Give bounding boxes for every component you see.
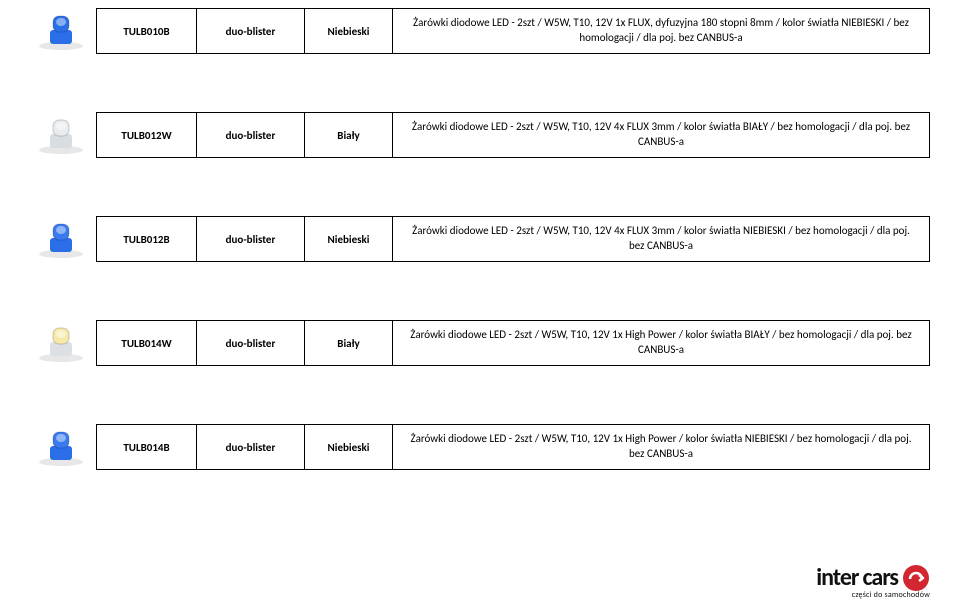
cell-description: Żarówki diodowe LED - 2szt / W5W, T10, 1… [393, 9, 929, 53]
product-thumbnail [30, 8, 92, 54]
cell-description: Żarówki diodowe LED - 2szt / W5W, T10, 1… [393, 217, 929, 261]
cell-pack: duo-blister [197, 217, 305, 261]
product-row: TULB014W duo-blister Biały Żarówki diodo… [30, 320, 930, 366]
cell-code: TULB014B [97, 425, 197, 469]
cell-color: Biały [305, 321, 393, 365]
product-table: TULB014B duo-blister Niebieski Żarówki d… [96, 424, 930, 470]
product-table: TULB010B duo-blister Niebieski Żarówki d… [96, 8, 930, 54]
product-thumbnail [30, 216, 92, 262]
product-row: TULB010B duo-blister Niebieski Żarówki d… [30, 8, 930, 54]
logo-word-inter: inter [816, 563, 858, 592]
product-thumbnail [30, 112, 92, 158]
logo-word-cars: cars [862, 563, 898, 592]
cell-color: Niebieski [305, 425, 393, 469]
cell-color: Biały [305, 113, 393, 157]
cell-code: TULB014W [97, 321, 197, 365]
logo-badge-icon [902, 564, 930, 592]
cell-pack: duo-blister [197, 9, 305, 53]
cell-description: Żarówki diodowe LED - 2szt / W5W, T10, 1… [393, 321, 929, 365]
cell-description: Żarówki diodowe LED - 2szt / W5W, T10, 1… [393, 113, 929, 157]
product-row: TULB012W duo-blister Biały Żarówki diodo… [30, 112, 930, 158]
cell-pack: duo-blister [197, 113, 305, 157]
product-table: TULB012W duo-blister Biały Żarówki diodo… [96, 112, 930, 158]
product-thumbnail [30, 424, 92, 470]
product-row: TULB014B duo-blister Niebieski Żarówki d… [30, 424, 930, 470]
product-table: TULB012B duo-blister Niebieski Żarówki d… [96, 216, 930, 262]
cell-code: TULB012W [97, 113, 197, 157]
cell-description: Żarówki diodowe LED - 2szt / W5W, T10, 1… [393, 425, 929, 469]
cell-code: TULB010B [97, 9, 197, 53]
cell-pack: duo-blister [197, 425, 305, 469]
cell-code: TULB012B [97, 217, 197, 261]
product-table: TULB014W duo-blister Biały Żarówki diodo… [96, 320, 930, 366]
footer-logo: inter cars części do samochodów [816, 563, 930, 600]
product-thumbnail [30, 320, 92, 366]
cell-color: Niebieski [305, 9, 393, 53]
cell-color: Niebieski [305, 217, 393, 261]
product-row: TULB012B duo-blister Niebieski Żarówki d… [30, 216, 930, 262]
cell-pack: duo-blister [197, 321, 305, 365]
